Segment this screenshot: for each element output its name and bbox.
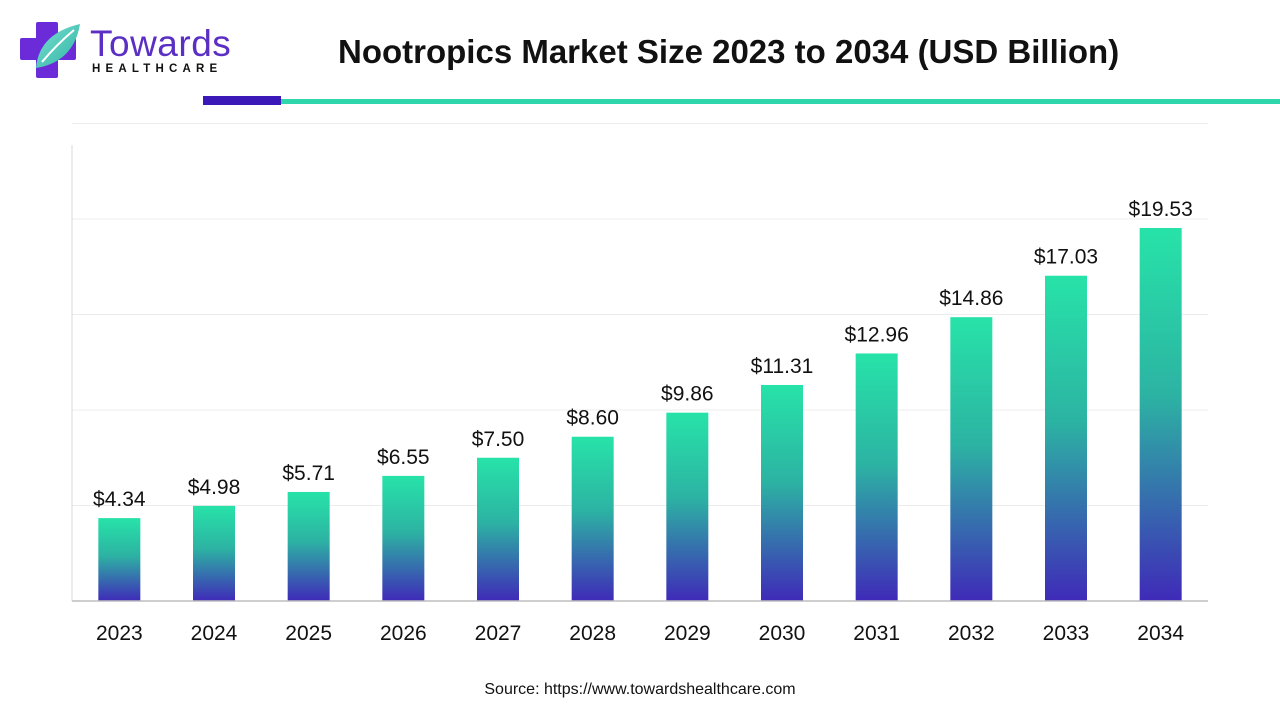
data-label-2025: $5.71 [282,462,335,485]
x-tick-label-2023: 2023 [96,622,143,645]
source-note: Source: https://www.towardshealthcare.co… [484,681,796,698]
bar-2025 [287,491,330,601]
bar-2032 [950,317,993,601]
title-underline [281,99,1280,104]
data-label-2029: $9.86 [661,383,714,406]
data-label-2032: $14.86 [939,287,1003,310]
bar-2026 [382,475,425,601]
bar-2033 [1045,275,1087,601]
x-tick-label-2024: 2024 [191,622,238,645]
data-label-2033: $17.03 [1034,246,1098,269]
bar-2031 [855,353,898,601]
gridlines [72,123,1208,506]
x-tick-label-2031: 2031 [853,622,900,645]
data-label-2030: $11.31 [751,355,814,378]
x-tick-label-2029: 2029 [664,622,711,645]
data-label-2028: $8.60 [566,407,619,430]
x-tick-label-2027: 2027 [475,622,522,645]
bar-chart: $4.34 $4.98 $5.71 $6.55 $7.50 $8.60 $9.86 $11.3… [71,123,1208,645]
bar-2028 [571,436,614,601]
x-tick-label-2032: 2032 [948,622,995,645]
x-tick-label-2033: 2033 [1043,622,1090,645]
bar-2029 [666,412,709,601]
data-label-2024: $4.98 [188,476,241,499]
header: Towards HEALTHCARE Nootropics Market Siz… [0,0,1280,110]
bar-2030 [761,384,803,601]
bar-2024 [193,505,235,601]
x-tick-label-2026: 2026 [380,622,427,645]
data-label-2023: $4.34 [93,488,146,511]
brand-tagline: HEALTHCARE [92,63,223,75]
x-axis-ticks: 2023 2024 2025 2026 2027 2028 2029 2030 2031 2032… [96,622,1184,645]
brand-logo[interactable]: Towards HEALTHCARE [20,20,240,80]
bar-2027 [477,457,519,601]
data-label-2026: $6.55 [377,446,430,469]
bars: $4.34 $4.98 $5.71 $6.55 $7.50 $8.60 $9.86 $11.3… [93,198,1193,601]
medical-cross-leaf-icon [20,22,80,78]
title-underline-accent [203,96,281,105]
bar-2023 [98,518,141,601]
brand-name: Towards [90,23,232,64]
bar-2034 [1139,227,1182,601]
x-tick-label-2034: 2034 [1137,622,1184,645]
x-tick-label-2025: 2025 [285,622,332,645]
data-label-2031: $12.96 [845,323,909,346]
data-label-2034: $19.53 [1129,198,1193,221]
data-label-2027: $7.50 [472,428,525,451]
x-tick-label-2028: 2028 [569,622,616,645]
chart-title: Nootropics Market Size 2023 to 2034 (USD… [338,33,1120,70]
x-tick-label-2030: 2030 [759,622,806,645]
